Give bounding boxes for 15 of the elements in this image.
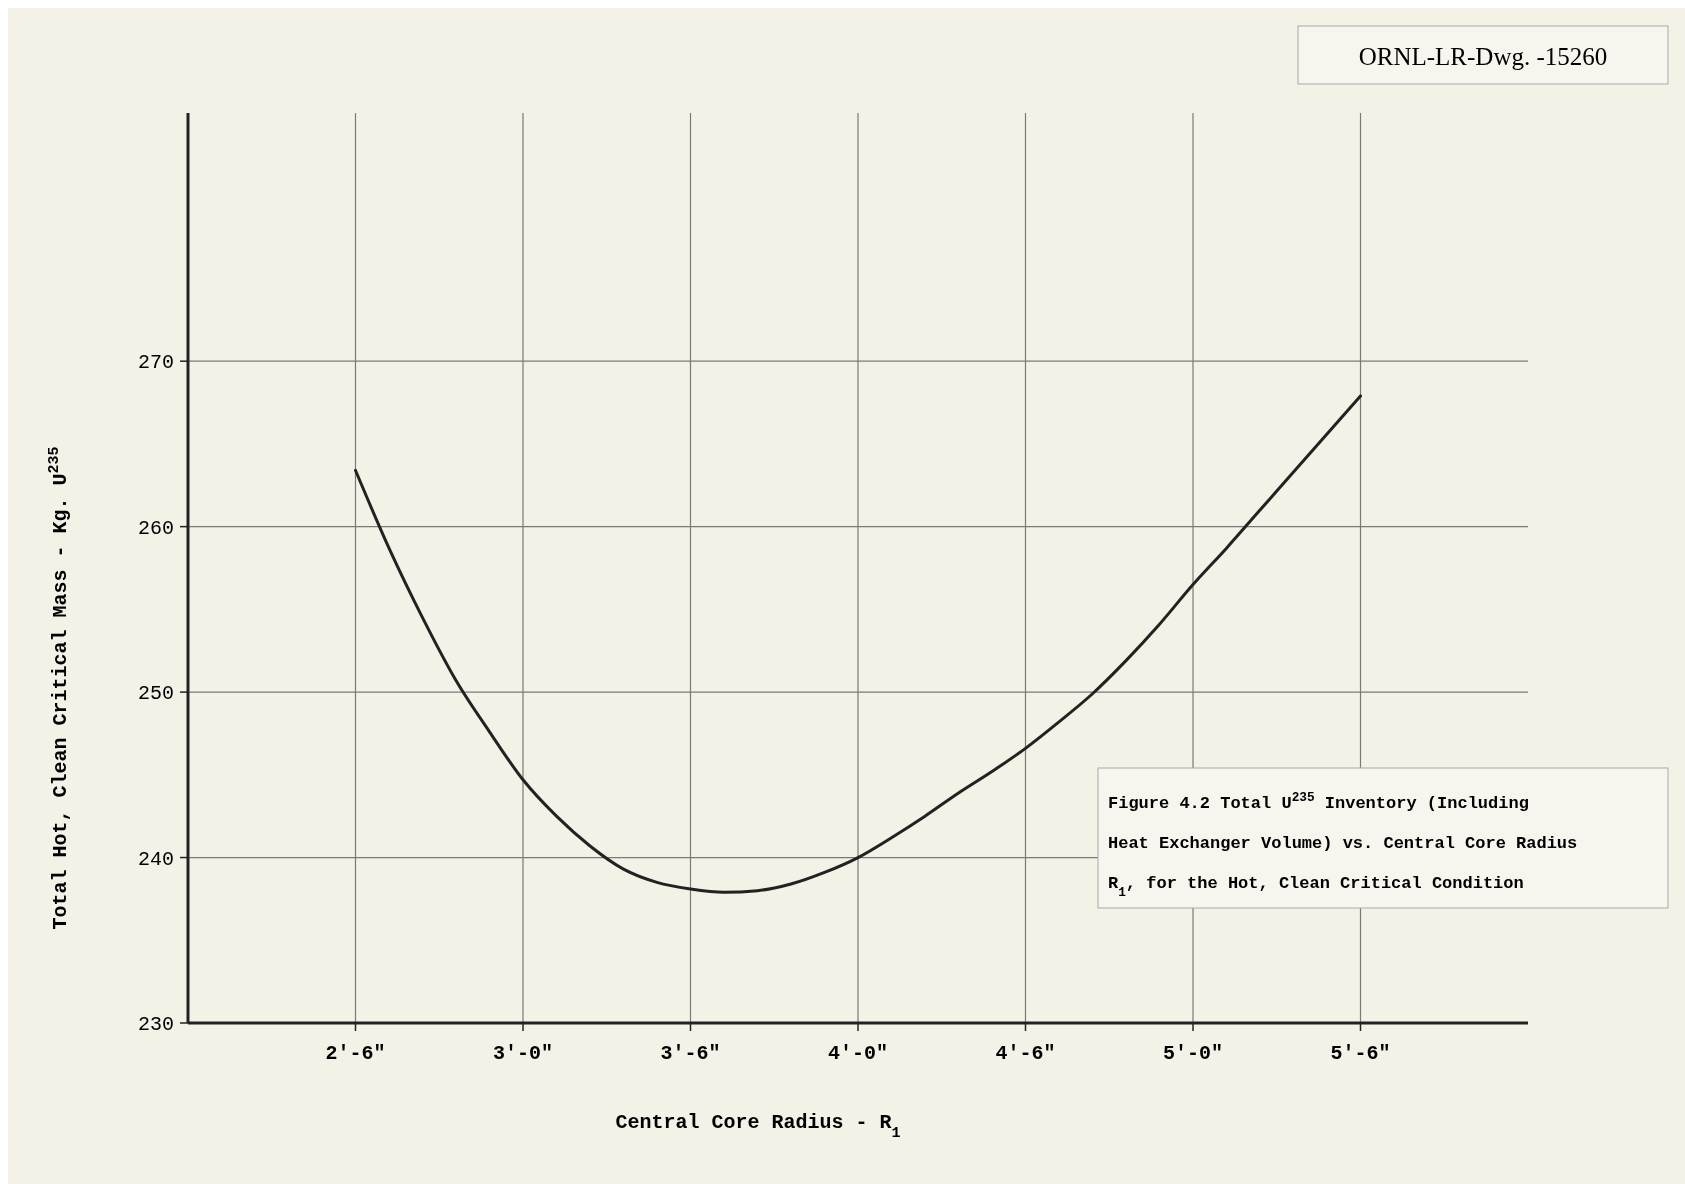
y-tick-label: 270 [137, 351, 174, 375]
x-tick-label: 2'-6" [325, 1042, 386, 1065]
y-tick-label: 240 [137, 847, 174, 871]
y-tick-label: 260 [137, 516, 174, 540]
text: Figure 4.2 Total U$^{235}$ Inventory (Including Heat Exchanger Volume) vs. Central Core Radius R$_{1}$, for the Hot, Clean Critical Condition [1108, 789, 1578, 900]
x-tick-label: 5'-6" [1330, 1042, 1391, 1065]
x-axis-title: Central Core Radius - R$_{1}$ [615, 1111, 901, 1142]
y-tick-label: 230 [137, 1013, 174, 1036]
y-tick-label: 250 [137, 682, 174, 706]
x-tick-label: 4'-6" [995, 1042, 1056, 1065]
x-tick-label: 5'-0" [1162, 1042, 1224, 1065]
x-tick-label: 4'-0" [827, 1042, 889, 1065]
x-tick-label: 3'-0" [492, 1042, 554, 1065]
x-tick-label: 3'-6" [660, 1042, 721, 1065]
text: ORNL-LR-Dwg. -15260 [1358, 43, 1608, 70]
